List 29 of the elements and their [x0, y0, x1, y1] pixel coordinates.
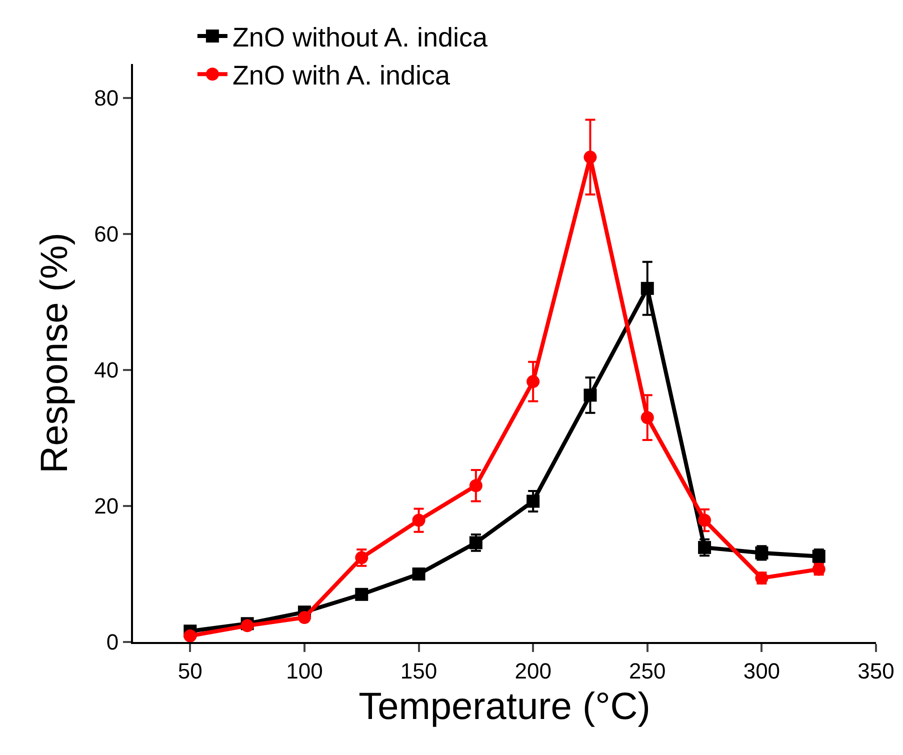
- point: [298, 611, 311, 624]
- x-tick-label: 100: [286, 658, 323, 684]
- y-tick-label: 40: [94, 358, 119, 383]
- point: [526, 375, 540, 388]
- x-tick-label: 150: [400, 658, 438, 684]
- x-tick-label: 350: [858, 658, 894, 684]
- y-tick-label: 0: [106, 630, 119, 655]
- y-tick-label: 80: [94, 86, 119, 111]
- point: [469, 479, 482, 492]
- x-tick-label: 300: [743, 658, 780, 684]
- y-axis-title: Response (%): [34, 232, 76, 474]
- x-tick-label: 200: [514, 658, 552, 684]
- x-tick-label: 250: [629, 658, 666, 684]
- y-tick-label: 60: [94, 222, 119, 247]
- point: [584, 388, 597, 402]
- point: [584, 150, 597, 164]
- point: [526, 494, 540, 508]
- x-axis-title: Temperature (°C): [358, 686, 650, 728]
- point: [412, 568, 426, 580]
- legend-label: ZnO with A. indica: [232, 60, 452, 91]
- x-tick-label: 50: [178, 658, 202, 684]
- point: [640, 411, 654, 424]
- point: [698, 514, 712, 527]
- point: [184, 629, 197, 642]
- legend-label: ZnO without A. indica: [232, 22, 489, 53]
- point: [640, 282, 654, 295]
- point: [412, 514, 426, 527]
- y-tick-label: 20: [94, 494, 119, 519]
- point: [355, 588, 368, 601]
